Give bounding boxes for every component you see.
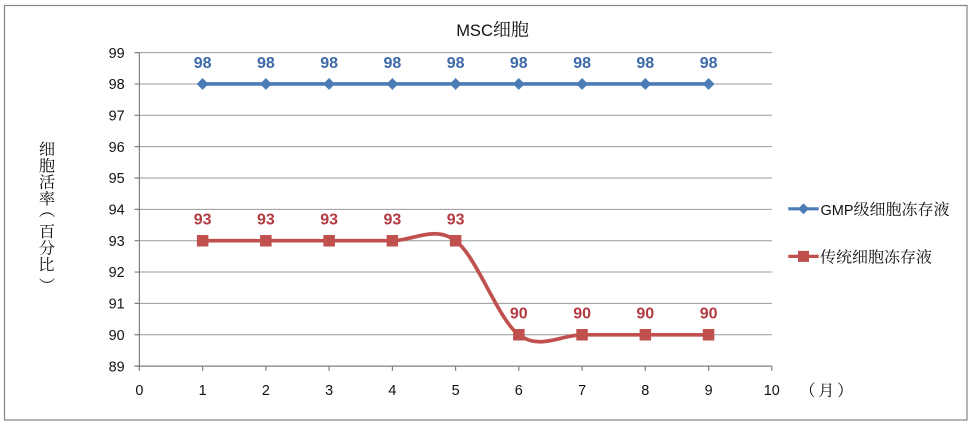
svg-text:0: 0	[135, 383, 143, 399]
svg-text:98: 98	[636, 55, 654, 72]
svg-text:98: 98	[700, 55, 718, 72]
svg-text:98: 98	[384, 55, 402, 72]
svg-text:90: 90	[109, 328, 125, 344]
svg-text:93: 93	[447, 212, 465, 229]
svg-text:93: 93	[109, 234, 125, 250]
svg-text:4: 4	[388, 383, 396, 399]
svg-text:5: 5	[452, 383, 460, 399]
svg-text:99: 99	[109, 46, 125, 62]
svg-text:98: 98	[194, 55, 212, 72]
svg-text:96: 96	[109, 140, 125, 156]
svg-text:GMP: GMP	[821, 203, 854, 219]
svg-text:98: 98	[573, 55, 591, 72]
svg-text:95: 95	[109, 171, 125, 187]
svg-text:98: 98	[510, 55, 528, 72]
svg-text:1: 1	[199, 383, 207, 399]
svg-text:94: 94	[109, 203, 125, 219]
svg-text:93: 93	[194, 212, 212, 229]
svg-text:9: 9	[705, 383, 713, 399]
svg-text:98: 98	[257, 55, 275, 72]
svg-text:90: 90	[700, 306, 718, 323]
svg-text:93: 93	[320, 212, 338, 229]
svg-text:97: 97	[109, 109, 125, 125]
svg-text:98: 98	[320, 55, 338, 72]
svg-text:8: 8	[641, 383, 649, 399]
svg-text:93: 93	[257, 212, 275, 229]
svg-text:3: 3	[325, 383, 333, 399]
svg-text:98: 98	[447, 55, 465, 72]
svg-text:90: 90	[573, 306, 591, 323]
svg-text:91: 91	[109, 297, 125, 313]
svg-text:2: 2	[262, 383, 270, 399]
svg-text:MSC: MSC	[456, 22, 493, 40]
svg-text:89: 89	[109, 359, 125, 375]
svg-text:10: 10	[764, 383, 780, 399]
svg-text:90: 90	[636, 306, 654, 323]
svg-text:98: 98	[109, 77, 125, 93]
svg-text:92: 92	[109, 265, 125, 281]
svg-text:93: 93	[384, 212, 402, 229]
svg-text:6: 6	[515, 383, 523, 399]
svg-text:90: 90	[510, 306, 528, 323]
svg-text:7: 7	[578, 383, 586, 399]
